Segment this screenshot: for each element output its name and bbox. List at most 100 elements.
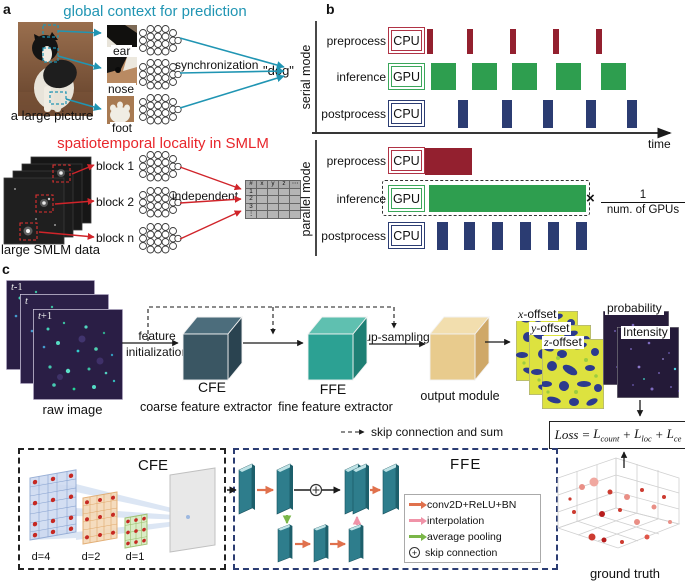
smlm-stack-caption: large SMLM data (1, 242, 100, 257)
legend-item-conv: conv2D+ReLU+BN (409, 498, 536, 511)
cfe-abbr-label: CFE (198, 379, 226, 395)
z-offset-label: z-offset (542, 335, 584, 349)
mlp-network-ear (139, 25, 182, 56)
serial-preprocess-label: preprocess (326, 34, 386, 48)
postprocess-task-bar (458, 100, 468, 128)
dilation-4-label: d=4 (31, 551, 51, 563)
preprocess-task-bar (427, 29, 433, 54)
preprocess-task-bar (467, 29, 473, 54)
skip-plus-icon: + (409, 547, 420, 558)
dilated-conv-diagram (29, 467, 216, 553)
gpu-fraction: 1 num. of GPUs (601, 189, 685, 216)
gpu-parallel-dashed-outline (382, 180, 590, 216)
panel-b-label: b (326, 1, 335, 17)
postprocess-task-bar (543, 100, 553, 128)
frame-label-t-minus-1: t-1 (11, 282, 23, 293)
col-x: x (256, 180, 268, 189)
inference-task-bar (601, 63, 626, 90)
postprocess-task-bar (437, 222, 448, 250)
inference-task-bar (556, 63, 581, 90)
table-header-row: # x y z ⋯ (245, 180, 301, 189)
dilation-2-label: d=2 (81, 551, 101, 563)
fraction-denominator: num. of GPUs (606, 204, 680, 216)
col-y: y (267, 180, 279, 189)
dog-prediction-label: "dog" (263, 63, 294, 78)
gpu-chip-parallel-inference: GPU (388, 185, 425, 212)
cfe-full-label: coarse feature extractor (139, 400, 272, 414)
gpu-chip-serial-inference: GPU (388, 63, 425, 90)
table-row: 2 (245, 195, 301, 204)
postprocess-task-bar (548, 222, 559, 250)
inference-task-bar (431, 63, 456, 90)
interpolation-arrow-icon (409, 516, 427, 525)
legend-item-skip: + skip connection (409, 546, 536, 559)
feature-init-line1: feature (138, 329, 176, 343)
frame-label-t: t (25, 296, 28, 307)
mlp-network-blockn (139, 223, 182, 254)
nose-patch-image (107, 57, 137, 85)
postprocess-task-bar (586, 100, 596, 128)
panel-a-bottom-title: spatiotemporal locality in SMLM (57, 135, 269, 152)
parallel-preprocess-label: preprocess (326, 154, 386, 168)
time-axis-label: time (648, 137, 671, 151)
frame-label-t-plus-1: t+1 (38, 311, 53, 322)
inference-task-bar (472, 63, 497, 90)
postprocess-task-bar (576, 222, 587, 250)
independent-label: independent (172, 189, 239, 203)
loss-equation: Loss = Lcount + Lloc + Lce (549, 421, 685, 449)
ear-patch-label: ear (111, 44, 133, 58)
postprocess-task-bar (502, 100, 512, 128)
loss-eq: = (581, 427, 591, 442)
postprocess-task-bar (464, 222, 475, 250)
localization-table: # x y z ⋯ 1 2 3 ⋮ (245, 180, 301, 219)
intensity-label: Intensity (621, 325, 670, 339)
foot-patch-image (107, 96, 134, 124)
table-row: ⋮ (245, 210, 301, 219)
conv-arrow-icon (409, 500, 427, 509)
table-row: 1 (245, 187, 301, 197)
parallel-postprocess-label: postprocess (321, 229, 386, 243)
cpu-chip-serial-preprocess: CPU (388, 27, 425, 54)
mlp-network-block1 (139, 151, 182, 182)
serial-postprocess-label: postprocess (321, 107, 386, 121)
cpu-chip-serial-postprocess: CPU (388, 100, 425, 127)
cpu-chip-parallel-preprocess: CPU (388, 147, 425, 174)
panel-c-label: c (2, 261, 10, 277)
cfe-box-title: CFE (138, 457, 168, 474)
z-offset-map (542, 339, 604, 409)
block-n-label: block n (96, 231, 135, 245)
raw-image-caption: raw image (42, 402, 103, 417)
preprocess-task-bar (596, 29, 602, 54)
dog-picture-caption: a large picture (10, 108, 94, 123)
ffe-box-title: FFE (450, 456, 482, 473)
block-2-label: block 2 (96, 195, 135, 209)
loss-term-loc: Lloc (634, 426, 652, 444)
nose-patch-label: nose (106, 82, 137, 96)
postprocess-task-bar (492, 222, 503, 250)
probability-label: probability (605, 301, 664, 315)
raw-frame-t-plus-1 (33, 309, 123, 400)
loss-lhs: Loss (554, 427, 579, 442)
loss-term-count: Lcount (593, 426, 620, 444)
pooling-arrow-icon (409, 532, 427, 541)
x-offset-label: x-offset (516, 307, 559, 321)
dilation-1-label: d=1 (125, 551, 145, 563)
multiply-sign: × (586, 190, 595, 207)
ground-truth-plot (556, 457, 681, 549)
block-1-label: block 1 (96, 159, 135, 173)
ground-truth-label: ground truth (589, 566, 661, 581)
upsampling-label: up-sampling (364, 330, 430, 344)
row-more: ⋮ (245, 210, 257, 219)
col-z: z (278, 180, 290, 189)
loss-plus: + (654, 427, 664, 442)
col-index: # (245, 180, 257, 189)
output-module-label: output module (420, 389, 500, 403)
serial-inference-label: inference (336, 70, 386, 84)
cpu-chip-parallel-postprocess: CPU (388, 222, 425, 249)
loss-plus: + (622, 427, 632, 442)
postprocess-task-bar (520, 222, 531, 250)
preprocess-task-bar (553, 29, 559, 54)
smlm-image-stack (3, 156, 92, 245)
parallel-inference-label: inference (336, 192, 386, 206)
